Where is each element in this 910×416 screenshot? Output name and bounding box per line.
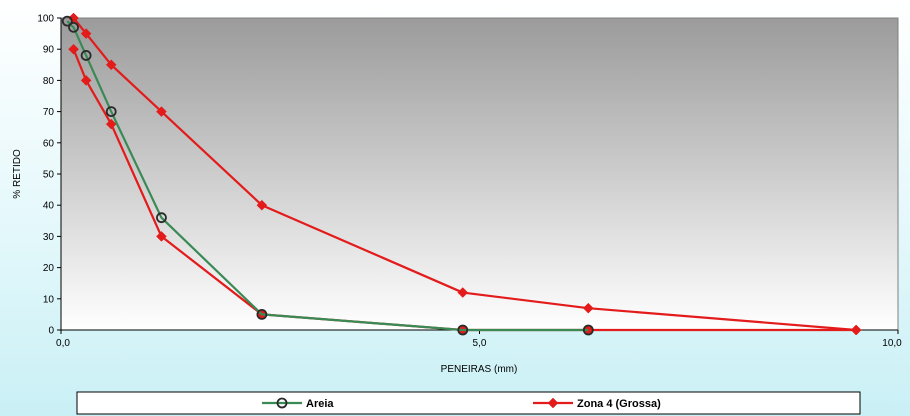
y-tick-label: 20 — [43, 263, 55, 274]
data-point — [61, 15, 73, 27]
data-point — [582, 302, 594, 314]
data-point — [156, 106, 167, 117]
y-tick-label: 100 — [37, 14, 54, 25]
series-layer — [61, 12, 862, 336]
data-point — [256, 308, 268, 320]
series-1 — [61, 15, 594, 336]
y-tick-label: 60 — [43, 138, 55, 149]
y-tick-label: 70 — [43, 107, 55, 118]
legend-box — [76, 391, 861, 415]
y-tick-label: 10 — [43, 294, 55, 305]
x-tick-label: 0,0 — [56, 338, 70, 349]
data-point — [68, 43, 79, 55]
y-tick-label: 0 — [48, 326, 54, 337]
y-tick-label: 40 — [43, 201, 55, 212]
legend-item: Zona 4 (Grossa) — [533, 397, 661, 410]
plot-area — [60, 17, 899, 331]
legend-label: Areia — [306, 398, 334, 410]
data-point — [80, 28, 92, 39]
x-axis-title: PENEIRAS (mm) — [441, 364, 518, 375]
legend-item: Areia — [262, 397, 334, 410]
data-point — [582, 324, 594, 336]
data-point — [105, 106, 117, 117]
data-point — [156, 231, 167, 242]
legend: Areia Zona 4 (Grossa) — [76, 391, 861, 415]
x-tick-label: 10,0 — [882, 338, 902, 349]
data-point — [457, 287, 469, 298]
data-point — [256, 199, 268, 211]
data-point — [105, 59, 117, 71]
data-point — [80, 50, 92, 61]
data-point — [457, 324, 469, 336]
series-line — [72, 17, 857, 332]
legend-marker — [276, 397, 288, 409]
data-point — [850, 324, 862, 336]
y-tick-label: 80 — [43, 76, 55, 87]
x-tick-label: 5,0 — [473, 338, 487, 349]
y-tick-label: 50 — [43, 170, 55, 181]
data-point — [80, 75, 92, 86]
y-axis-title: % RETIDO — [12, 149, 23, 199]
legend-label: Zona 4 (Grossa) — [577, 398, 661, 410]
data-point — [68, 21, 79, 33]
data-point — [105, 118, 117, 130]
legend-marker — [547, 397, 559, 409]
data-point — [156, 212, 167, 224]
y-tick-label: 30 — [43, 232, 55, 243]
y-tick-label: 90 — [43, 45, 55, 56]
